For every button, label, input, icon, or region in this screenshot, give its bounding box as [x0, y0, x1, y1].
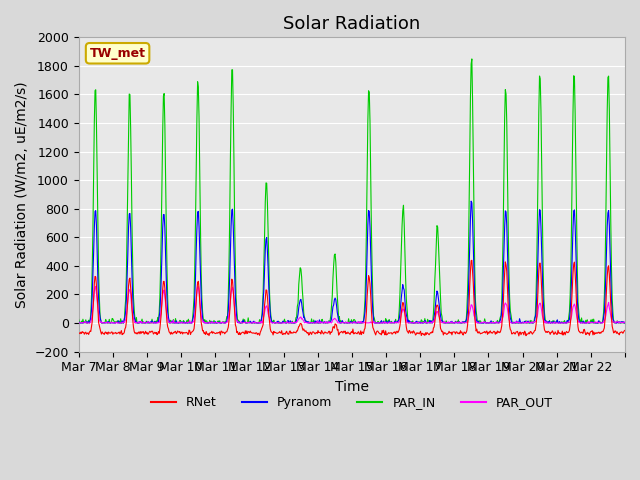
Y-axis label: Solar Radiation (W/m2, uE/m2/s): Solar Radiation (W/m2, uE/m2/s) [15, 81, 29, 308]
Title: Solar Radiation: Solar Radiation [284, 15, 420, 33]
Legend: RNet, Pyranom, PAR_IN, PAR_OUT: RNet, Pyranom, PAR_IN, PAR_OUT [146, 391, 557, 414]
X-axis label: Time: Time [335, 380, 369, 394]
Text: TW_met: TW_met [90, 47, 145, 60]
